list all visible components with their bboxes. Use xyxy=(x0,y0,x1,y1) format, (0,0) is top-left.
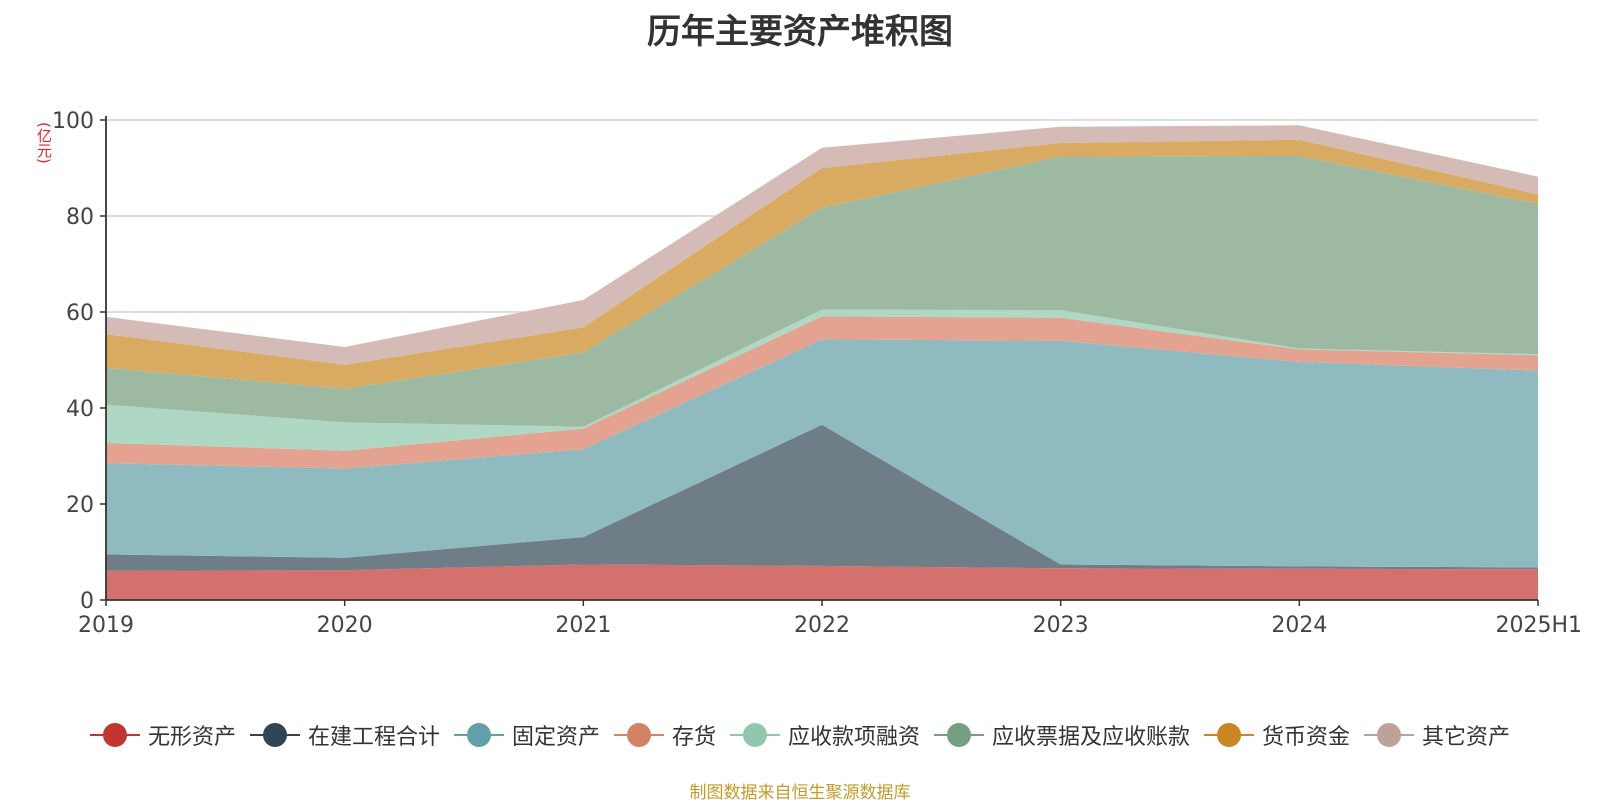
legend-marker-icon xyxy=(89,722,140,748)
data-source-footer: 制图数据来自恒生聚源数据库 xyxy=(689,783,911,803)
legend-label: 固定资产 xyxy=(511,725,600,750)
legend-marker-icon xyxy=(1204,722,1255,748)
legend-label: 货币资金 xyxy=(1262,725,1351,750)
legend-item-3[interactable]: 存货 xyxy=(613,719,716,751)
x-tick-label: 2022 xyxy=(794,613,850,638)
area-series-0 xyxy=(106,564,1538,600)
y-tick-label: 60 xyxy=(66,301,94,326)
x-tick-label: 2020 xyxy=(317,613,373,638)
x-tick-label: 2024 xyxy=(1271,613,1327,638)
legend-item-0[interactable]: 无形资产 xyxy=(89,719,236,751)
legend-label: 在建工程合计 xyxy=(307,725,440,750)
legend-marker-icon xyxy=(453,722,504,748)
legend-item-4[interactable]: 应收款项融资 xyxy=(730,719,920,751)
x-tick-label: 2025H1 xyxy=(1495,613,1582,638)
legend-item-2[interactable]: 固定资产 xyxy=(453,719,600,751)
x-tick-label: 2019 xyxy=(78,613,134,638)
legend-item-1[interactable]: 在建工程合计 xyxy=(249,719,440,751)
area-series-3 xyxy=(106,316,1538,469)
area-series-6 xyxy=(106,139,1538,389)
y-tick-label: 0 xyxy=(80,589,94,614)
legend-label: 应收票据及应收账款 xyxy=(992,725,1191,750)
axes: 0 20 40 60 80 100 2019 2020 2021 2022 2023 2024 2025… xyxy=(52,109,1582,638)
y-tick-label: 40 xyxy=(66,397,94,422)
area-series-5 xyxy=(106,156,1538,427)
y-tick-label: 20 xyxy=(66,493,94,518)
area-series-2 xyxy=(106,339,1538,568)
legend-marker-icon xyxy=(249,722,300,748)
area-series-1 xyxy=(106,424,1538,571)
x-tick-label: 2023 xyxy=(1033,613,1089,638)
area-series-4 xyxy=(106,309,1538,451)
legend-item-7[interactable]: 其它资产 xyxy=(1364,719,1510,751)
legend-marker-icon xyxy=(1364,722,1415,748)
legend-label: 无形资产 xyxy=(147,725,236,750)
area-series-7 xyxy=(106,125,1538,365)
chart-title: 历年主要资产堆积图 xyxy=(647,12,953,52)
stacked-area-chart: 0 20 40 60 80 100 2019 2020 2021 2022 2023 2024 2025… xyxy=(52,109,1582,638)
y-axis-unit: (亿元) xyxy=(35,122,53,164)
legend-item-5[interactable]: 应收票据及应收账款 xyxy=(934,719,1190,751)
y-tick-label: 80 xyxy=(66,205,94,230)
legend-marker-icon xyxy=(934,722,985,748)
legend-item-6[interactable]: 货币资金 xyxy=(1204,719,1350,751)
legend-label: 应收款项融资 xyxy=(788,725,921,750)
legend: 无形资产 在建工程合计 固定资产 存货 应收款项融资 应收票据及应收账款 货币资金 其它资产 xyxy=(0,718,1600,752)
area-series xyxy=(106,125,1538,600)
legend-label: 其它资产 xyxy=(1422,725,1511,750)
legend-label: 存货 xyxy=(671,725,716,750)
legend-marker-icon xyxy=(730,722,780,748)
y-tick-label: 100 xyxy=(52,109,94,134)
x-tick-label: 2021 xyxy=(555,613,611,638)
legend-marker-icon xyxy=(613,722,664,748)
